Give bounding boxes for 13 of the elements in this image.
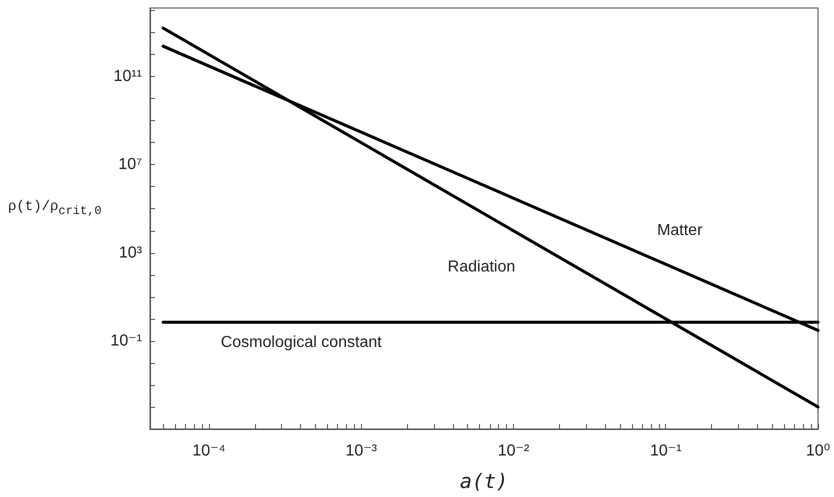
series-label: Radiation <box>448 258 516 276</box>
x-tick-label: 10⁻⁴ <box>192 442 226 460</box>
x-tick-label: 10⁻¹ <box>650 442 682 460</box>
x-axis-title: a(t) <box>460 469 508 493</box>
x-tick-label: 10⁻³ <box>345 442 378 460</box>
y-tick-label: 10⁷ <box>118 156 142 174</box>
series-label: Matter <box>657 222 704 239</box>
x-tick-label: 10⁻² <box>498 442 530 460</box>
series-label: Cosmological constant <box>220 334 382 351</box>
x-tick-label: 10⁰ <box>806 442 830 460</box>
y-tick-label: 10¹¹ <box>114 68 142 86</box>
y-tick-label: 10⁻¹ <box>110 332 142 350</box>
y-tick-label: 10³ <box>118 244 143 262</box>
